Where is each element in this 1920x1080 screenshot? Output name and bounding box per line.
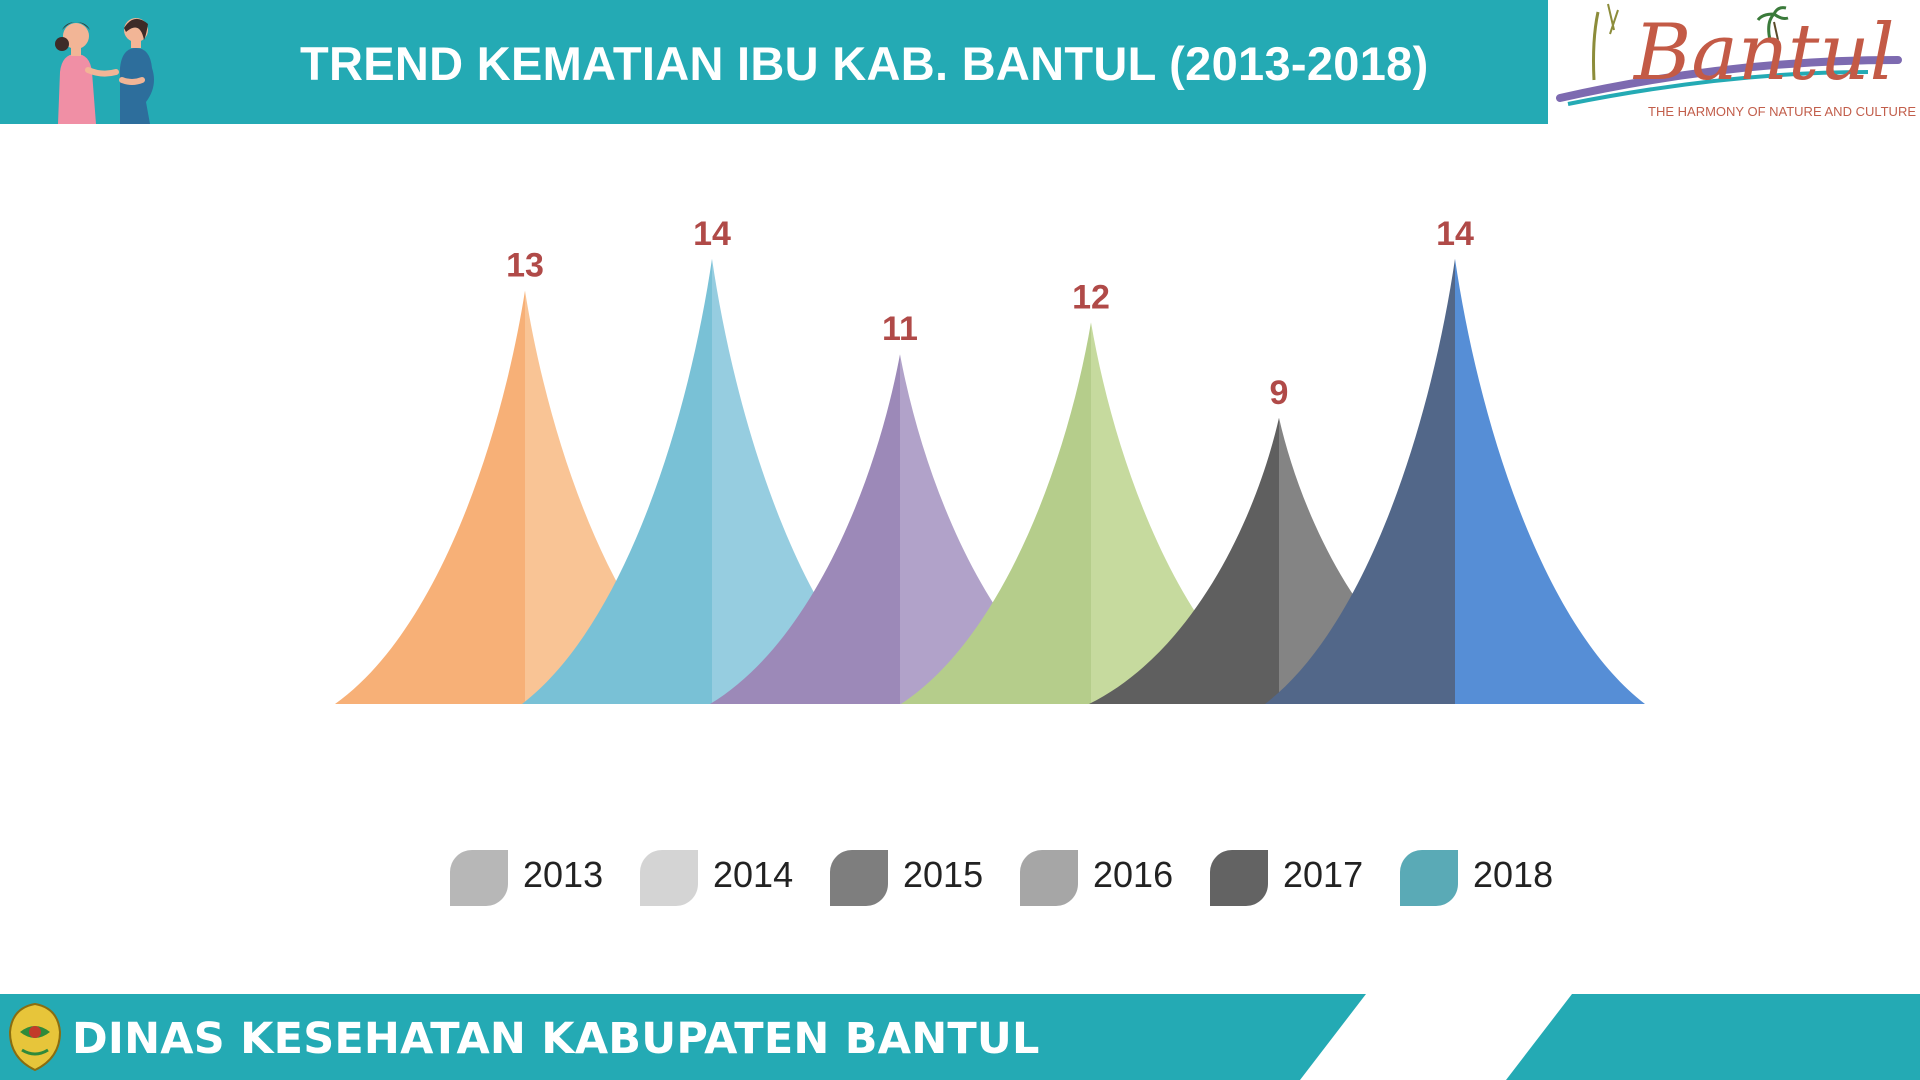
footer-background bbox=[0, 994, 1920, 1080]
legend-swatch-2013 bbox=[450, 850, 508, 906]
legend-swatch-2017 bbox=[1210, 850, 1268, 906]
data-label-2016: 12 bbox=[1072, 278, 1110, 316]
peak-2014-right bbox=[712, 258, 902, 704]
page-title: TREND KEMATIAN IBU KAB. BANTUL (2013-201… bbox=[300, 37, 1429, 90]
maternal-death-chart: 13 14 11 12 9 14 2013 2014 2015 2016 2017 2018 bbox=[0, 124, 1920, 994]
data-label-2015: 11 bbox=[882, 310, 918, 348]
peak-2015 bbox=[710, 354, 1090, 704]
legend-label-2018: 2018 bbox=[1473, 854, 1554, 895]
legend-label-2013: 2013 bbox=[523, 854, 604, 895]
peak-2017-right bbox=[1279, 417, 1469, 704]
peak-2014 bbox=[522, 258, 902, 704]
peak-2016 bbox=[901, 322, 1281, 704]
peak-2018-right bbox=[1455, 258, 1645, 704]
peak-2017 bbox=[1089, 417, 1469, 704]
header-bar: TREND KEMATIAN IBU KAB. BANTUL (2013-201… bbox=[0, 0, 1920, 124]
peak-2014-left bbox=[522, 258, 712, 704]
legend-swatch-2014 bbox=[640, 850, 698, 906]
logo-tagline: THE HARMONY OF NATURE AND CULTURE bbox=[1648, 104, 1916, 119]
peak-2015-right bbox=[900, 354, 1090, 704]
mother-and-pregnant-woman-icon bbox=[55, 18, 154, 124]
legend-label-2015: 2015 bbox=[903, 854, 984, 895]
legend-label-2014: 2014 bbox=[713, 854, 794, 895]
peak-2016-right bbox=[1091, 322, 1281, 704]
peak-2013-right bbox=[525, 290, 715, 704]
peak-2015-left bbox=[710, 354, 900, 704]
chart-plot: 13 14 11 12 9 14 bbox=[335, 215, 1645, 704]
legend-label-2017: 2017 bbox=[1283, 854, 1364, 895]
bantul-logo-graphic bbox=[1556, 3, 1902, 106]
footer-bar: DINAS KESEHATAN KABUPATEN BANTUL bbox=[0, 994, 1920, 1080]
peak-2013-left bbox=[335, 290, 525, 704]
peak-2018-left bbox=[1265, 258, 1455, 704]
legend-label-2016: 2016 bbox=[1093, 854, 1174, 895]
bantul-regency-emblem-icon bbox=[8, 1002, 62, 1072]
data-label-2014: 14 bbox=[693, 215, 731, 253]
peak-2013 bbox=[335, 290, 715, 704]
logo-wordmark: Bantul bbox=[1634, 8, 1895, 98]
legend-swatch-2015 bbox=[830, 850, 888, 906]
data-label-2017: 9 bbox=[1270, 374, 1289, 412]
chart-legend: 2013 2014 2015 2016 2017 2018 bbox=[450, 850, 1650, 910]
bantul-logo: Bantul THE HARMONY OF NATURE AND CULTURE bbox=[1548, 0, 1920, 124]
data-label-2013: 13 bbox=[506, 247, 544, 285]
data-label-2018: 14 bbox=[1436, 215, 1474, 253]
peak-2018 bbox=[1265, 258, 1645, 704]
footer-title: DINAS KESEHATAN KABUPATEN BANTUL bbox=[72, 1014, 1040, 1064]
peak-2017-left bbox=[1089, 417, 1279, 704]
peak-2016-left bbox=[901, 322, 1091, 704]
legend-swatch-2018 bbox=[1400, 850, 1458, 906]
legend-swatch-2016 bbox=[1020, 850, 1078, 906]
